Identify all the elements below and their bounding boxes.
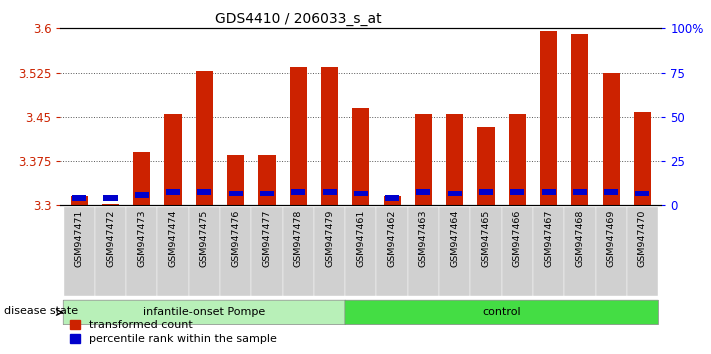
Bar <box>439 207 471 296</box>
Bar <box>634 112 651 205</box>
Bar <box>508 114 526 205</box>
Bar <box>627 207 658 296</box>
Bar <box>352 108 370 205</box>
Text: GSM947467: GSM947467 <box>544 210 553 267</box>
Bar <box>573 189 587 195</box>
Bar <box>282 207 314 296</box>
Bar <box>354 190 368 196</box>
Text: GSM947468: GSM947468 <box>575 210 584 267</box>
Bar <box>542 189 555 195</box>
Bar <box>377 207 408 296</box>
Text: control: control <box>482 307 521 317</box>
Text: disease state: disease state <box>4 306 77 316</box>
Text: GSM947473: GSM947473 <box>137 210 146 267</box>
Bar <box>565 207 596 296</box>
Text: GSM947464: GSM947464 <box>450 210 459 267</box>
Bar <box>227 155 245 205</box>
Bar <box>198 189 211 195</box>
Text: GSM947476: GSM947476 <box>231 210 240 267</box>
Bar <box>164 114 182 205</box>
Bar <box>510 189 524 195</box>
Text: GSM947475: GSM947475 <box>200 210 209 267</box>
Bar <box>323 189 336 195</box>
Bar <box>166 189 180 195</box>
Bar <box>260 190 274 196</box>
Bar <box>448 190 461 196</box>
Text: GSM947472: GSM947472 <box>106 210 115 267</box>
Legend: transformed count, percentile rank within the sample: transformed count, percentile rank withi… <box>66 315 282 348</box>
Bar <box>289 67 307 205</box>
Bar <box>314 207 345 296</box>
Bar <box>126 207 157 296</box>
Bar <box>636 190 649 196</box>
Bar <box>258 155 276 205</box>
Bar <box>477 127 495 205</box>
Bar <box>479 189 493 195</box>
Bar <box>533 207 565 296</box>
Bar <box>571 34 589 205</box>
Text: GSM947462: GSM947462 <box>387 210 397 267</box>
Bar <box>596 207 627 296</box>
Text: GSM947469: GSM947469 <box>606 210 616 267</box>
Bar <box>135 192 149 198</box>
FancyBboxPatch shape <box>345 300 658 325</box>
Bar <box>157 207 188 296</box>
Bar <box>417 189 430 195</box>
FancyBboxPatch shape <box>63 300 346 325</box>
Bar <box>415 114 432 205</box>
Bar <box>70 196 88 205</box>
Bar <box>63 207 95 296</box>
Text: GSM947463: GSM947463 <box>419 210 428 267</box>
Bar <box>229 190 242 196</box>
Bar <box>385 195 399 201</box>
Bar <box>196 71 213 205</box>
Bar <box>104 195 117 201</box>
Bar <box>408 207 439 296</box>
Bar <box>602 73 620 205</box>
Bar <box>251 207 282 296</box>
Text: GSM947465: GSM947465 <box>481 210 491 267</box>
Bar <box>383 196 401 205</box>
Text: GDS4410 / 206033_s_at: GDS4410 / 206033_s_at <box>215 12 382 27</box>
Bar <box>102 204 119 205</box>
Text: GSM947470: GSM947470 <box>638 210 647 267</box>
Bar <box>188 207 220 296</box>
Bar <box>471 207 502 296</box>
Bar <box>292 189 305 195</box>
Text: GSM947478: GSM947478 <box>294 210 303 267</box>
Bar <box>604 189 618 195</box>
Text: GSM947474: GSM947474 <box>169 210 178 267</box>
Bar <box>502 207 533 296</box>
Bar <box>133 152 151 205</box>
Bar <box>446 114 464 205</box>
Text: GSM947477: GSM947477 <box>262 210 272 267</box>
Text: GSM947471: GSM947471 <box>75 210 84 267</box>
Bar <box>95 207 126 296</box>
Bar <box>345 207 377 296</box>
Text: GSM947479: GSM947479 <box>325 210 334 267</box>
Bar <box>220 207 251 296</box>
Bar <box>321 67 338 205</box>
Bar <box>73 195 86 201</box>
Text: GSM947466: GSM947466 <box>513 210 522 267</box>
Text: infantile-onset Pompe: infantile-onset Pompe <box>143 307 265 317</box>
Text: GSM947461: GSM947461 <box>356 210 365 267</box>
Bar <box>540 31 557 205</box>
